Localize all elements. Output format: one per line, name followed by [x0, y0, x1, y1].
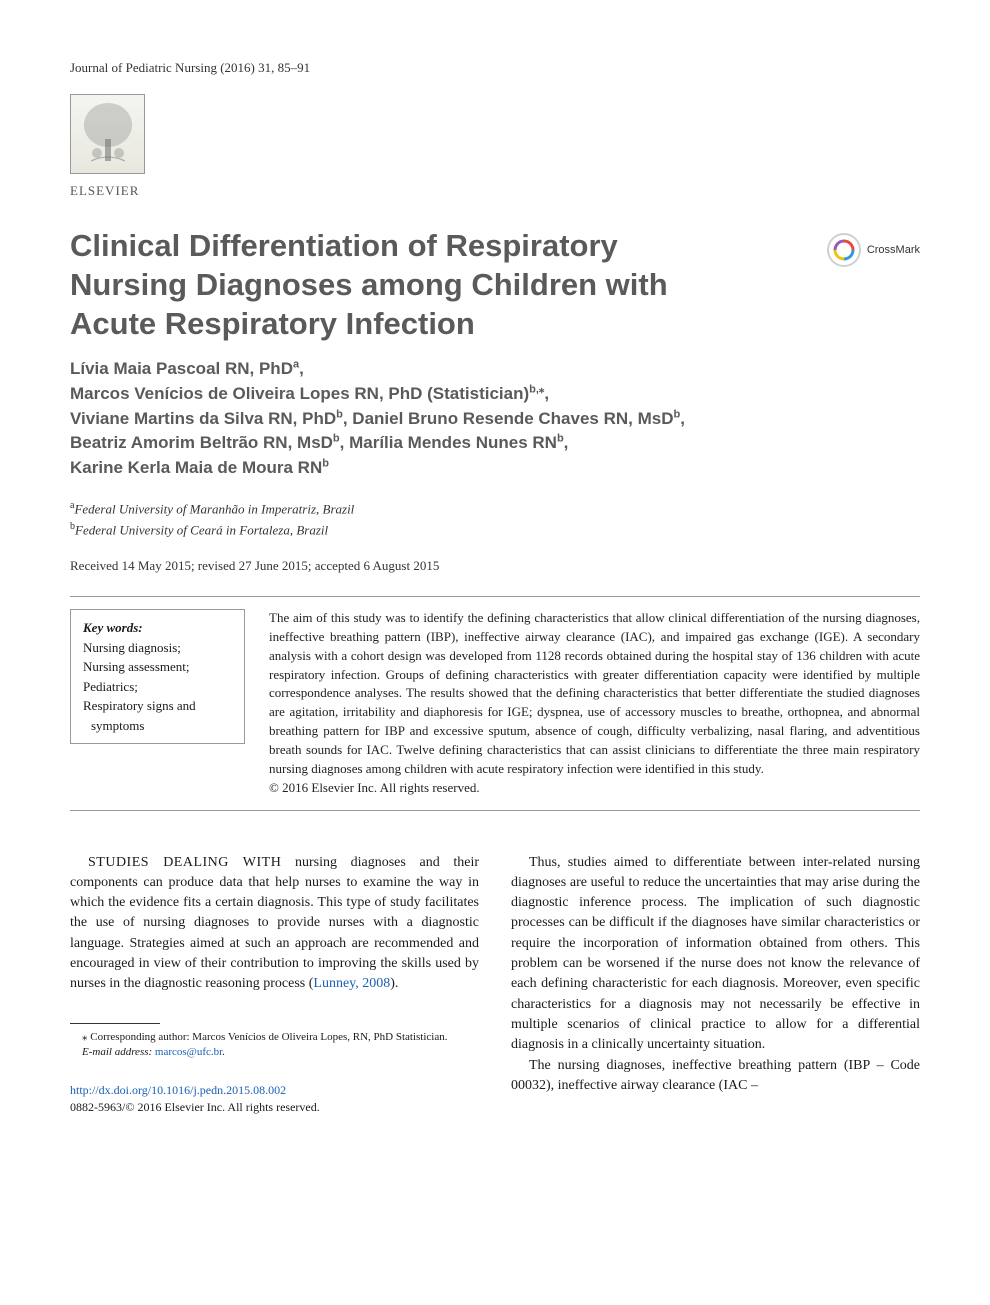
body-paragraph: Thus, studies aimed to differentiate bet…: [511, 853, 920, 1056]
issn-copyright: 0882-5963/© 2016 Elsevier Inc. All right…: [70, 1099, 479, 1116]
publisher-logo-block: ELSEVIER: [70, 94, 920, 199]
keywords-title: Key words:: [83, 618, 232, 638]
crossmark-label: CrossMark: [867, 244, 920, 256]
crossmark-icon: [827, 233, 861, 267]
elsevier-tree-icon: [70, 94, 145, 174]
abstract-body: The aim of this study was to identify th…: [269, 610, 920, 776]
keywords-box: Key words: Nursing diagnosis;Nursing ass…: [70, 609, 245, 744]
body-paragraph: STUDIES DEALING WITH nursing diagnoses a…: [70, 853, 479, 995]
affiliation-list: aFederal University of Maranhão in Imper…: [70, 498, 920, 540]
email-label: E-mail address:: [82, 1046, 152, 1058]
abstract-block: Key words: Nursing diagnosis;Nursing ass…: [70, 596, 920, 810]
doi-link[interactable]: http://dx.doi.org/10.1016/j.pedn.2015.08…: [70, 1082, 479, 1099]
footer-block: http://dx.doi.org/10.1016/j.pedn.2015.08…: [70, 1082, 479, 1116]
author-list: Lívia Maia Pascoal RN, PhDa,Marcos Veníc…: [70, 357, 920, 480]
corresponding-author-footnote: ⁎ Corresponding author: Marcos Venícios …: [70, 1030, 479, 1045]
abstract-text: The aim of this study was to identify th…: [269, 609, 920, 797]
body-text: nursing diagnoses and their components c…: [70, 855, 479, 992]
article-dates: Received 14 May 2015; revised 27 June 20…: [70, 558, 920, 574]
body-paragraph: The nursing diagnoses, ineffective breat…: [511, 1056, 920, 1097]
footnote-separator: [70, 1023, 160, 1024]
body-columns: STUDIES DEALING WITH nursing diagnoses a…: [70, 853, 920, 1116]
citation-link[interactable]: Lunney, 2008: [313, 976, 390, 991]
body-text: ).: [390, 976, 398, 991]
body-column-left: STUDIES DEALING WITH nursing diagnoses a…: [70, 853, 479, 1116]
run-in-caps: STUDIES DEALING WITH: [88, 855, 281, 870]
email-link[interactable]: marcos@ufc.br: [155, 1046, 222, 1058]
publisher-name: ELSEVIER: [70, 183, 920, 199]
journal-reference: Journal of Pediatric Nursing (2016) 31, …: [70, 60, 920, 76]
body-column-right: Thus, studies aimed to differentiate bet…: [511, 853, 920, 1116]
email-footnote: E-mail address: marcos@ufc.br.: [70, 1045, 479, 1060]
abstract-copyright: © 2016 Elsevier Inc. All rights reserved…: [269, 780, 480, 795]
crossmark-badge[interactable]: CrossMark: [827, 233, 920, 267]
keywords-list: Nursing diagnosis;Nursing assessment;Ped…: [83, 638, 232, 736]
article-title: Clinical Differentiation of Respiratory …: [70, 227, 740, 343]
